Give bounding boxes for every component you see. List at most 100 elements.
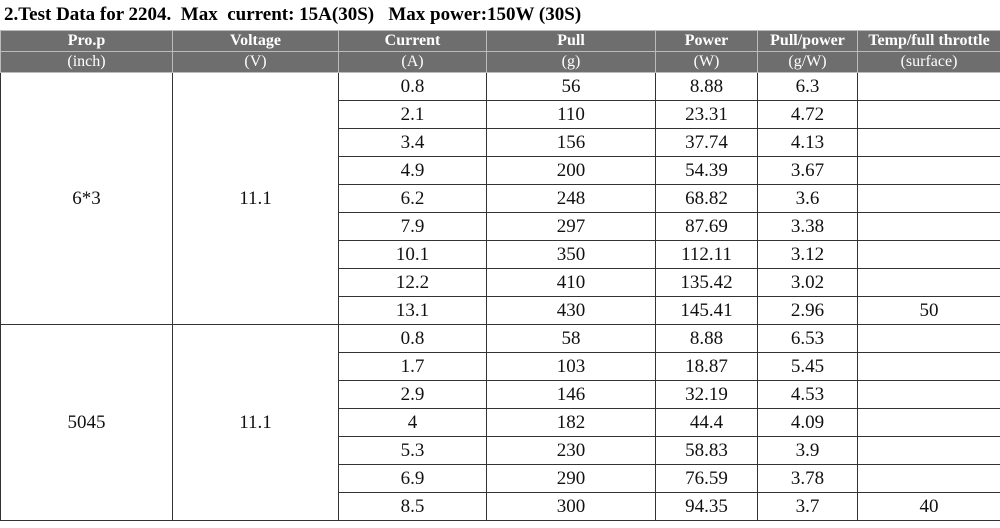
header-cell: (surface)	[857, 51, 1000, 73]
data-cell	[857, 352, 1000, 381]
data-cell: 135.42	[655, 268, 758, 297]
data-row: 5.3 230 58.83 3.9	[1, 436, 1000, 465]
data-cell	[857, 212, 1000, 241]
data-cell: 4.72	[757, 100, 858, 129]
header-cell: (W)	[655, 51, 758, 73]
data-cell: 76.59	[655, 464, 758, 493]
data-cell: 87.69	[655, 212, 758, 241]
header-cell: (V)	[172, 51, 339, 73]
title: 2.Test Data for 2204. Max current: 15A(3…	[4, 4, 582, 25]
data-cell: 112.11	[655, 240, 758, 269]
data-cell: 145.41	[655, 296, 758, 325]
data-row: 4.9 200 54.39 3.67	[1, 156, 1000, 185]
data-cell: 4.9	[338, 156, 487, 185]
data-cell: 56	[486, 72, 656, 101]
data-cell	[857, 100, 1000, 129]
data-cell: 103	[486, 352, 656, 381]
header-row: (inch) (V) (A) (g) (W) (g/W) (surface)	[0, 51, 1000, 73]
data-cell: 6.3	[757, 72, 858, 101]
data-cell: 297	[486, 212, 656, 241]
data-cell: 3.9	[757, 436, 858, 465]
data-cell: 350	[486, 240, 656, 269]
data-cell: 2.1	[338, 100, 487, 129]
data-cell: 4	[338, 408, 487, 437]
data-cell: 12.2	[338, 268, 487, 297]
data-cell: 0.8	[338, 72, 487, 101]
header-cell: Voltage	[172, 30, 339, 52]
data-cell: 3.78	[757, 464, 858, 493]
data-cell: 44.4	[655, 408, 758, 437]
data-cell: 6.2	[338, 184, 487, 213]
data-cell: 200	[486, 156, 656, 185]
data-cell: 18.87	[655, 352, 758, 381]
data-cell: 3.02	[757, 268, 858, 297]
header-cell: Current	[338, 30, 487, 52]
data-row: 6.9 290 76.59 3.78	[1, 464, 1000, 493]
data-cell: 248	[486, 184, 656, 213]
data-cell	[857, 72, 1000, 101]
data-cell: 5.3	[338, 436, 487, 465]
data-cell	[857, 184, 1000, 213]
header-cell: Pro.p	[0, 30, 173, 52]
data-cell: 156	[486, 128, 656, 157]
data-row: 3.4 156 37.74 4.13	[1, 128, 1000, 157]
data-cell	[857, 408, 1000, 437]
data-cell: 6.53	[757, 324, 858, 353]
data-row: 2.9 146 32.19 4.53	[1, 380, 1000, 409]
data-cell: 68.82	[655, 184, 758, 213]
header-cell: (A)	[338, 51, 487, 73]
data-cell: 2.96	[757, 296, 858, 325]
data-cell: 58.83	[655, 436, 758, 465]
data-cell	[857, 436, 1000, 465]
data-cell: 13.1	[338, 296, 487, 325]
data-cell: 4.53	[757, 380, 858, 409]
prop-cell: 5045	[0, 324, 173, 521]
data-cell: 40	[857, 492, 1000, 521]
data-cell: 1.7	[338, 352, 487, 381]
header-row: Pro.p Voltage Current Pull Power Pull/power Te…	[0, 30, 1000, 52]
data-cell: 23.31	[655, 100, 758, 129]
data-cell: 50	[857, 296, 1000, 325]
data-cell: 7.9	[338, 212, 487, 241]
data-cell: 230	[486, 436, 656, 465]
data-cell: 8.5	[338, 492, 487, 521]
data-cell	[857, 268, 1000, 297]
voltage-cell: 11.1	[172, 324, 339, 521]
header-cell: Temp/full throttle	[857, 30, 1000, 52]
data-cell: 32.19	[655, 380, 758, 409]
data-row: 13.1 430 145.41 2.96 50	[1, 296, 1000, 325]
data-cell	[857, 464, 1000, 493]
data-cell: 8.88	[655, 72, 758, 101]
data-cell: 290	[486, 464, 656, 493]
data-cell: 54.39	[655, 156, 758, 185]
data-cell: 410	[486, 268, 656, 297]
data-row: 2.1 110 23.31 4.72	[1, 100, 1000, 129]
header-cell: (inch)	[0, 51, 173, 73]
data-cell	[857, 156, 1000, 185]
data-cell: 8.88	[655, 324, 758, 353]
data-row: 4 182 44.4 4.09	[1, 408, 1000, 437]
data-cell: 3.4	[338, 128, 487, 157]
data-table: Pro.p Voltage Current Pull Power Pull/power Te…	[0, 30, 1000, 521]
data-cell: 3.38	[757, 212, 858, 241]
data-row: 6.2 248 68.82 3.6	[1, 184, 1000, 213]
data-cell: 10.1	[338, 240, 487, 269]
data-cell: 2.9	[338, 380, 487, 409]
data-cell: 58	[486, 324, 656, 353]
voltage-cell: 11.1	[172, 72, 339, 325]
data-cell	[857, 324, 1000, 353]
data-cell: 3.67	[757, 156, 858, 185]
data-cell: 3.7	[757, 492, 858, 521]
data-cell: 5.45	[757, 352, 858, 381]
data-cell: 37.74	[655, 128, 758, 157]
data-cell: 146	[486, 380, 656, 409]
header-cell: Power	[655, 30, 758, 52]
data-cell: 6.9	[338, 464, 487, 493]
data-cell	[857, 380, 1000, 409]
data-cell: 300	[486, 492, 656, 521]
data-cell: 0.8	[338, 324, 487, 353]
data-cell	[857, 128, 1000, 157]
data-row: 8.5 300 94.35 3.7 40	[1, 492, 1000, 521]
data-row: 6*3 11.1 0.8 56 8.88 6.3	[0, 72, 1000, 325]
